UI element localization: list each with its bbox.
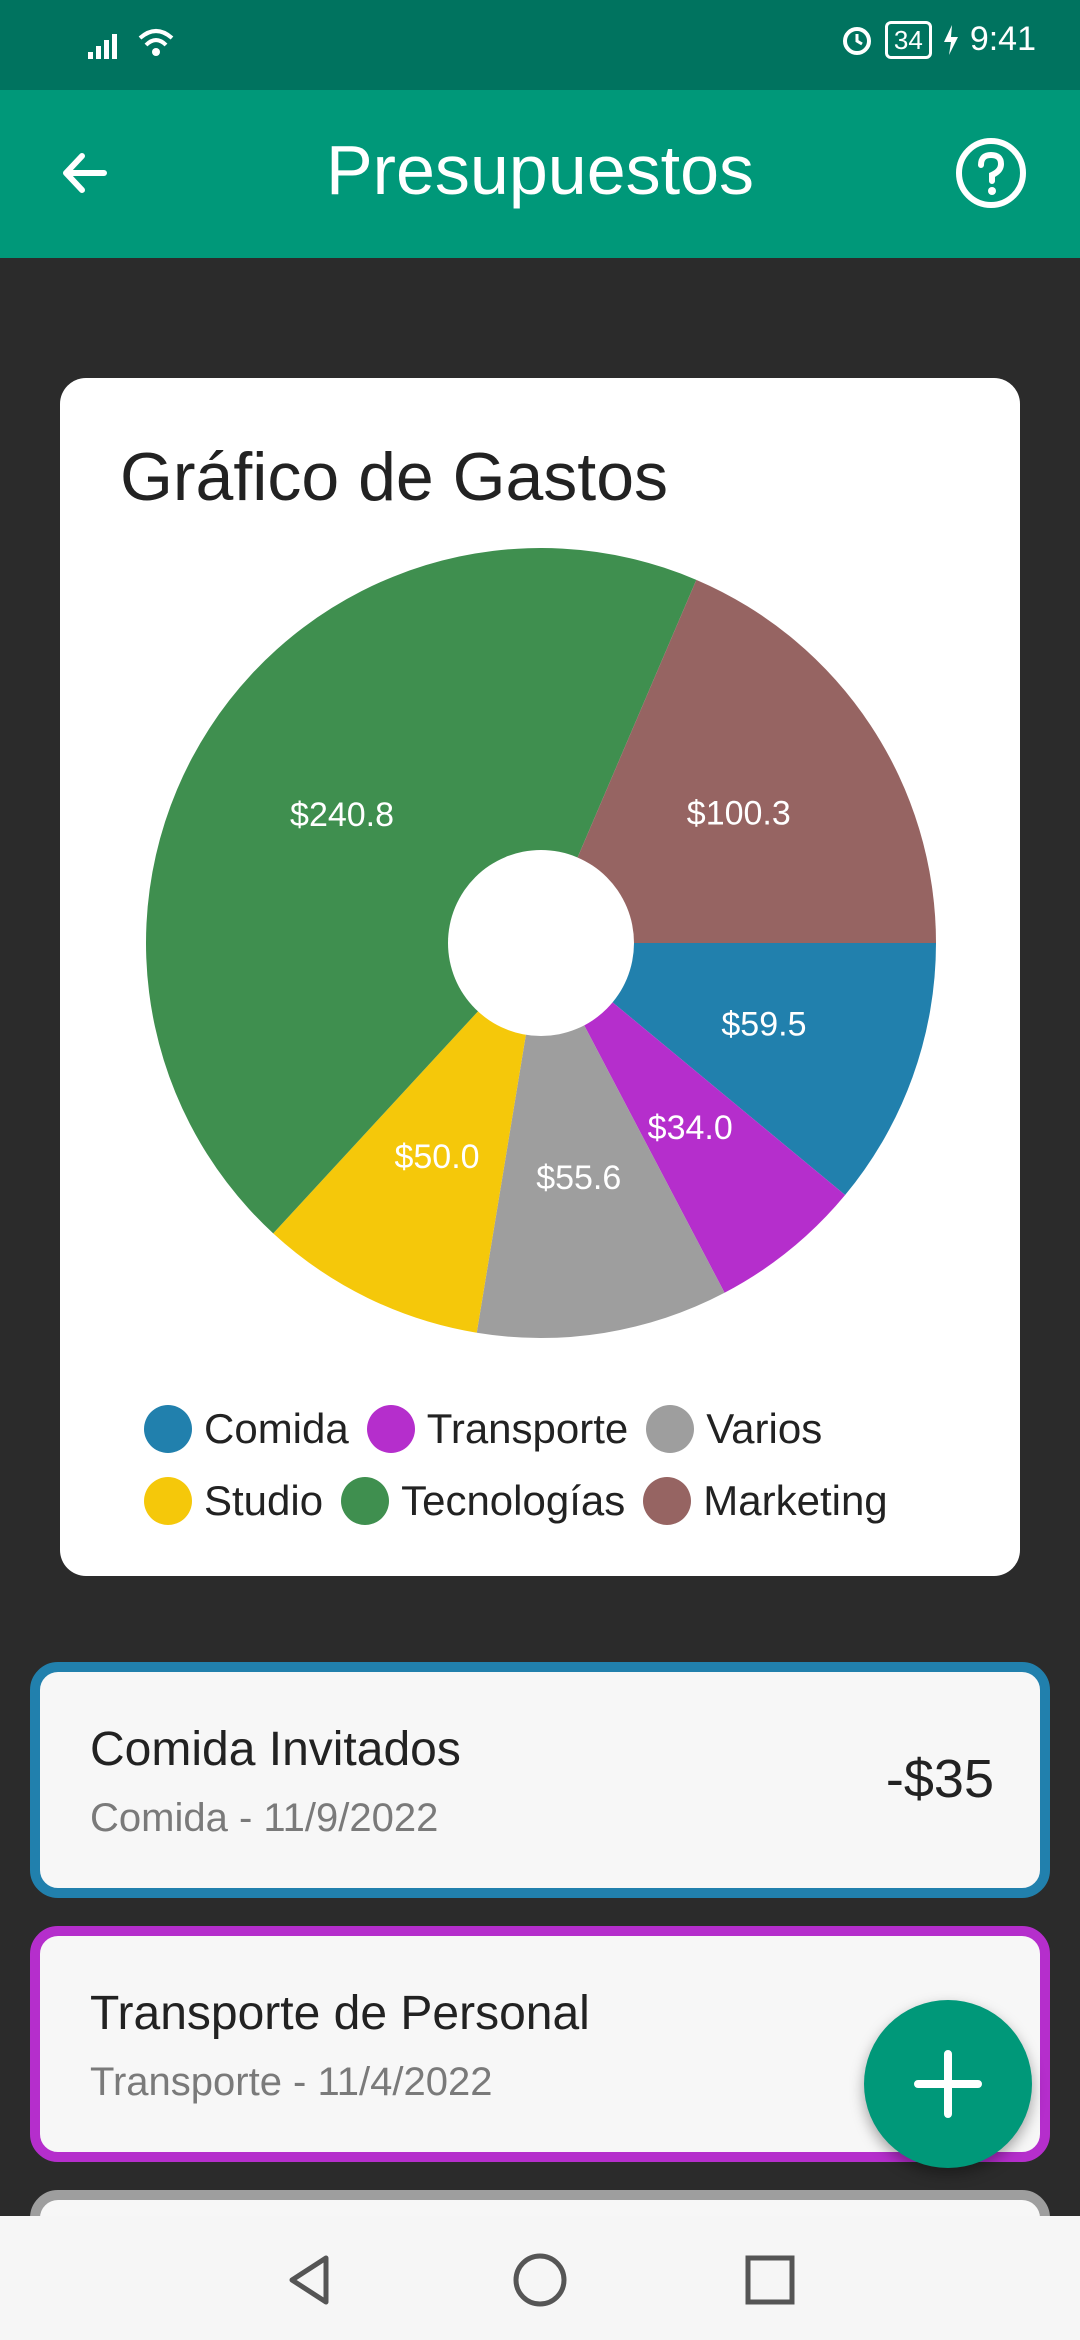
chart-card: Gráfico de Gastos $59.5 $34.0 $55.6 $50.0 $2…: [60, 378, 1020, 1576]
pie-slice-varios: [476, 943, 725, 1338]
system-nav-bar: [0, 2216, 1080, 2340]
pie-value-label: $100.3: [687, 794, 791, 832]
pie-value-label: $240.8: [290, 796, 394, 834]
nav-recents-icon[interactable]: [740, 2250, 800, 2310]
status-left: [86, 26, 176, 60]
transaction-subtitle: Transporte - 11/4/2022: [90, 2060, 493, 2104]
back-arrow-icon[interactable]: [52, 136, 126, 210]
pie-value-label: $50.0: [394, 1138, 479, 1176]
pie-value-label: $55.6: [536, 1159, 621, 1197]
legend-item-comida: Comida: [144, 1405, 349, 1453]
legend-item-varios: Varios: [646, 1405, 822, 1453]
chart-legend: Comida Transporte Varios Studio Tecnolog…: [144, 1393, 1004, 1537]
alarm-icon: [842, 26, 871, 55]
battery-indicator: 34: [884, 20, 932, 59]
legend-item-marketing: Marketing: [643, 1477, 888, 1525]
pie-value-label: $59.5: [721, 1005, 806, 1043]
add-expense-button[interactable]: [864, 2000, 1032, 2168]
plus-icon: [914, 2050, 982, 2118]
legend-item-tecnologias: Tecnologías: [341, 1477, 625, 1525]
pie-value-label: $34.0: [648, 1109, 733, 1147]
legend-row: Comida Transporte Varios: [144, 1393, 1004, 1465]
legend-label: Varios: [706, 1405, 823, 1452]
legend-item-transporte: Transporte: [366, 1405, 629, 1453]
nav-back-icon[interactable]: [280, 2250, 340, 2310]
legend-label: Comida: [204, 1405, 349, 1452]
chart-title: Gráfico de Gastos: [120, 439, 669, 515]
charging-icon: [943, 24, 958, 55]
legend-dot: [144, 1405, 192, 1453]
help-icon[interactable]: [952, 134, 1030, 212]
legend-dot: [341, 1477, 390, 1525]
wifi-icon: [138, 29, 174, 56]
legend-dot: [144, 1477, 192, 1525]
legend-dot: [643, 1477, 692, 1525]
legend-label: Studio: [204, 1477, 324, 1524]
legend-label: Tecnologías: [401, 1477, 626, 1524]
transaction-title: Transporte de Personal: [90, 1987, 590, 2040]
clock: 9:41: [969, 20, 1036, 58]
pie-slice-tecnologías: [146, 548, 697, 1234]
transaction-subtitle: Comida - 11/9/2022: [90, 1796, 439, 1840]
pie-slice-comida: [541, 943, 936, 1196]
legend-dot: [366, 1405, 415, 1453]
legend-label: Marketing: [703, 1477, 888, 1524]
pie-slice-studio: [273, 943, 541, 1333]
status-bar: 34 9:41: [0, 0, 1080, 90]
expense-pie-chart: $59.5 $34.0 $55.6 $50.0 $240.8 $100.3: [146, 548, 936, 1338]
legend-label: Transporte: [426, 1405, 629, 1452]
transaction-title: Comida Invitados: [90, 1723, 461, 1776]
pie-slice-transporte: [541, 943, 846, 1293]
page-title: Presupuestos: [325, 131, 755, 209]
transaction-card[interactable]: Comida Invitados Comida - 11/9/2022 -$35: [30, 1662, 1050, 1898]
legend-dot: [646, 1405, 695, 1453]
pie-center-hole: [448, 850, 634, 1036]
pie-slice-marketing: [541, 579, 936, 943]
legend-item-studio: Studio: [144, 1477, 323, 1525]
nav-home-icon[interactable]: [510, 2250, 570, 2310]
legend-row: Studio Tecnologías Marketing: [144, 1465, 1004, 1537]
app-bar: Presupuestos: [0, 90, 1080, 258]
status-right: 34 9:41: [839, 20, 1036, 59]
signal-icon: [88, 34, 117, 59]
transaction-amount: -$35: [885, 1749, 994, 1809]
